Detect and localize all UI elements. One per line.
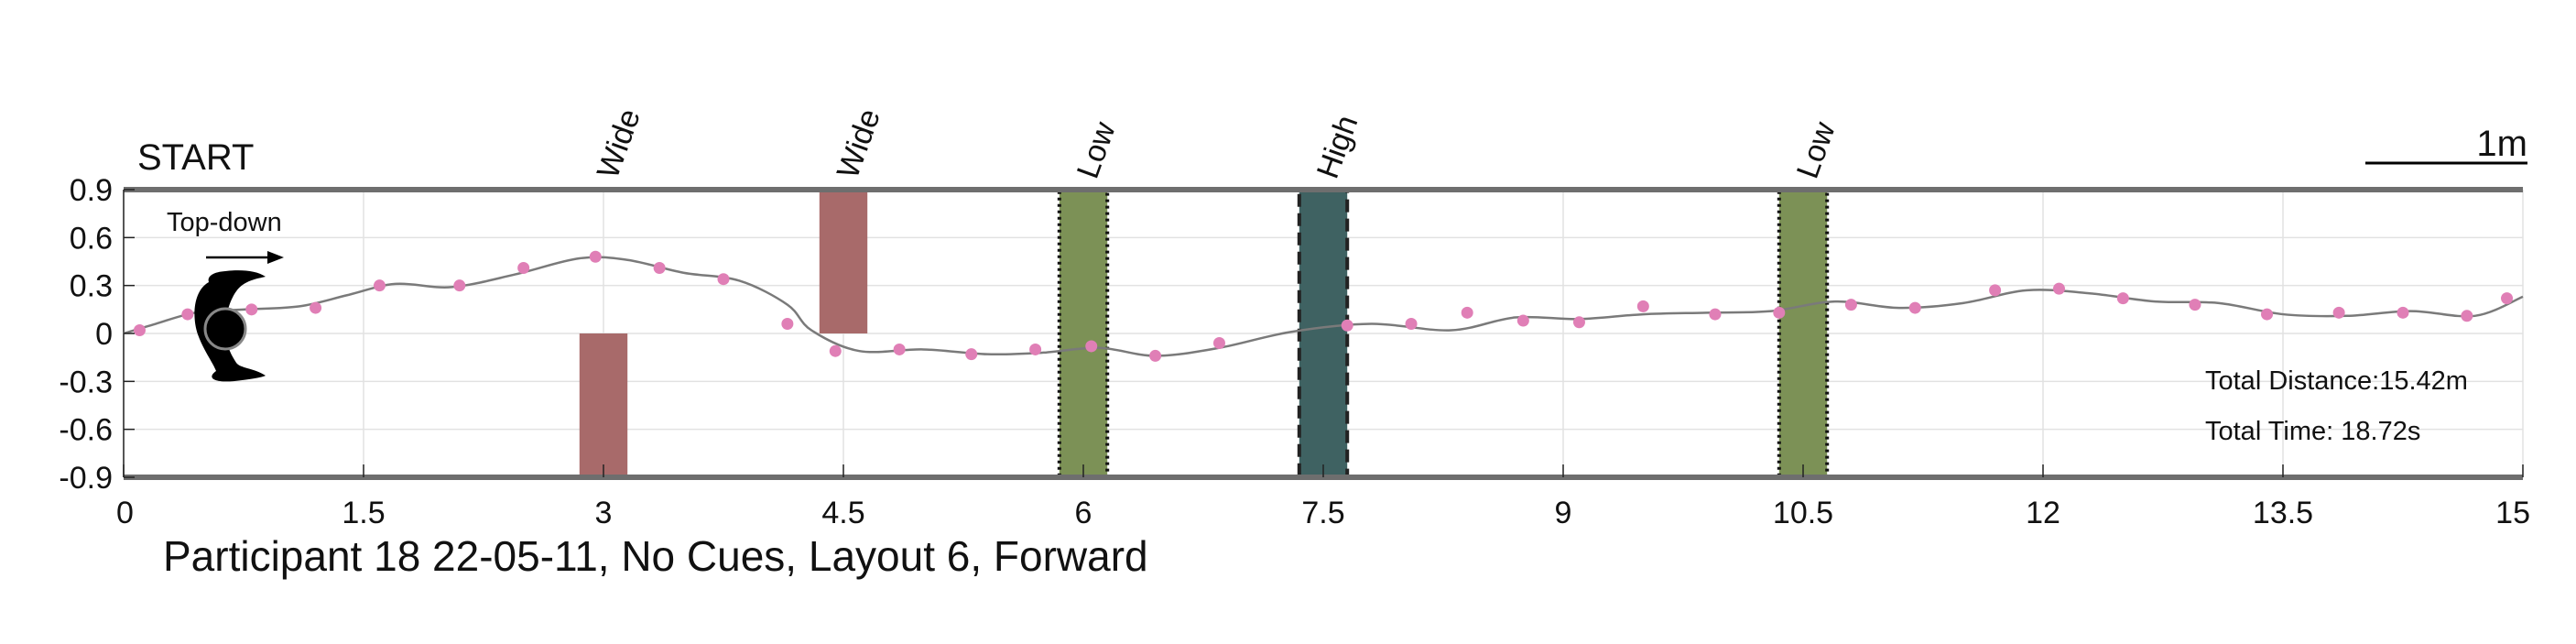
sample-point: [245, 303, 258, 316]
x-tick-label: 13.5: [2253, 496, 2313, 530]
x-tick-label: 0: [116, 496, 134, 530]
sample-point: [781, 318, 794, 331]
sample-point: [717, 273, 730, 286]
sample-point: [133, 324, 146, 337]
sample-point: [1989, 284, 2002, 297]
x-tick-label: 3: [595, 496, 613, 530]
obstacle-type-label: Low: [1790, 117, 1842, 183]
obstacle-type-label: Wide: [831, 104, 887, 183]
sample-point: [1908, 301, 1921, 314]
chart-title: Participant 18 22-05-11, No Cues, Layout…: [163, 532, 1148, 580]
sample-point: [517, 261, 530, 274]
obstacle-narrow-0: [579, 333, 628, 477]
sample-point: [965, 348, 978, 361]
obstacle-wide-1: [819, 190, 868, 333]
sample-point: [1405, 318, 1418, 331]
sample-point: [1844, 299, 1857, 311]
obstacle-type-label: High: [1310, 111, 1365, 183]
y-tick-label: 0: [95, 317, 113, 352]
sample-point: [1029, 343, 1042, 355]
y-tick-label: -0.9: [59, 461, 113, 496]
sample-point: [829, 344, 842, 357]
sample-markers: [133, 250, 2514, 362]
sample-point: [1516, 314, 1529, 327]
total-time: Total Time: 18.72s: [2205, 417, 2420, 446]
sample-point: [2397, 306, 2409, 319]
x-tick-label: 7.5: [1301, 496, 1344, 530]
orientation-label: Top-down: [167, 208, 282, 237]
sample-point: [2261, 308, 2274, 321]
sample-point: [2189, 299, 2201, 311]
sample-point: [453, 279, 466, 292]
y-tick-label: 0.3: [70, 269, 113, 304]
x-tick-label: 4.5: [821, 496, 864, 530]
walker-icon: [194, 270, 266, 382]
sample-point: [2461, 310, 2473, 322]
sample-point: [1461, 306, 1473, 319]
sample-point: [893, 343, 906, 355]
x-tick-label: 15: [2495, 496, 2530, 530]
scale-label: 1m: [2476, 124, 2527, 164]
total-distance: Total Distance:15.42m: [2205, 366, 2468, 396]
x-tick-label: 12: [2026, 496, 2060, 530]
obstacle-high-3: [1297, 188, 1350, 479]
obstacle-low-2: [1057, 188, 1110, 479]
sample-point: [653, 261, 666, 274]
direction-arrow-icon: [206, 251, 284, 264]
sample-point: [1149, 349, 1162, 362]
obstacle-type-label: Wide: [591, 104, 647, 183]
y-tick-label: -0.6: [59, 413, 113, 448]
sample-point: [2116, 292, 2129, 305]
x-tick-label: 6: [1075, 496, 1092, 530]
sample-point: [2332, 306, 2345, 319]
sample-point: [1341, 319, 1353, 332]
x-tick-label: 1.5: [342, 496, 385, 530]
sample-point: [1572, 316, 1585, 329]
sample-point: [2052, 282, 2065, 295]
y-tick-label: 0.9: [70, 173, 113, 208]
axis-ticks: 0 1.5 3 4.5 6 7.5 9 10.5 12 13.5 15 0.9 0.6 0.3 0 -0.3 -…: [59, 173, 2530, 530]
obstacle-low-4: [1777, 188, 1830, 479]
sample-point: [2501, 292, 2514, 305]
sample-point: [373, 279, 386, 292]
x-tick-label: 10.5: [1773, 496, 1833, 530]
sample-point: [310, 301, 322, 314]
sample-point: [589, 250, 602, 263]
sample-point: [1773, 306, 1786, 319]
sample-point: [1636, 300, 1649, 312]
y-tick-label: 0.6: [70, 221, 113, 256]
sample-point: [181, 308, 194, 321]
sample-point: [1709, 308, 1722, 321]
sample-point: [1212, 336, 1225, 349]
sample-point: [1085, 340, 1098, 353]
obstacle-type-label: Low: [1071, 117, 1123, 183]
x-tick-label: 9: [1555, 496, 1572, 530]
obstacle-labels: Wide Wide Low High Low: [591, 104, 1842, 183]
start-label: START: [137, 137, 254, 178]
obstacles: [579, 188, 1830, 479]
y-tick-label: -0.3: [59, 365, 113, 399]
